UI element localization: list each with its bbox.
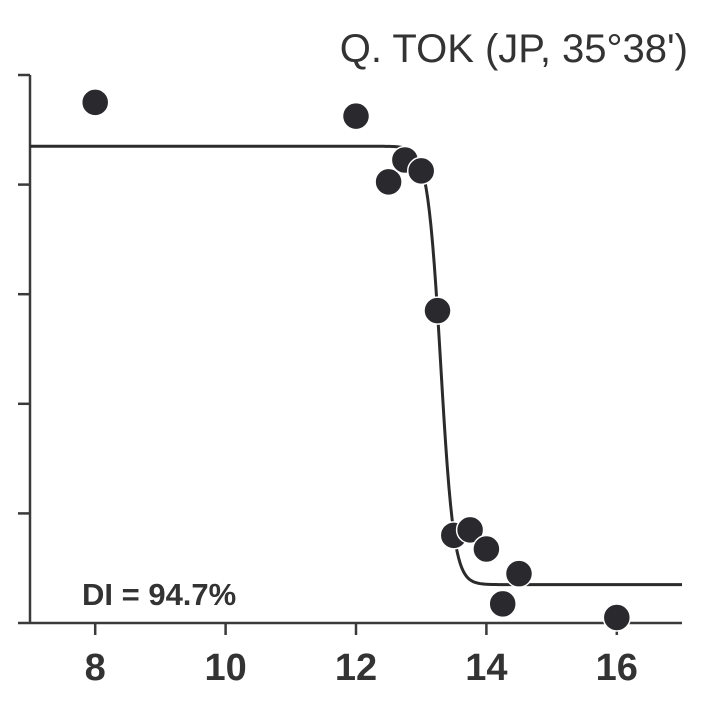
x-tick-label: 10	[204, 647, 246, 689]
data-point	[455, 515, 485, 545]
x-tick-label: 14	[465, 647, 507, 689]
data-points	[80, 88, 632, 632]
data-point	[80, 88, 110, 117]
x-tick-label: 12	[335, 647, 377, 689]
data-point	[374, 167, 403, 197]
data-point	[406, 156, 436, 186]
x-tick-label: 8	[85, 647, 106, 689]
data-point	[488, 589, 517, 619]
data-point	[341, 101, 371, 131]
x-tick-labels: 8 10 12 14 16	[85, 647, 638, 689]
data-point	[472, 534, 501, 564]
di-annotation: DI = 94.7%	[82, 577, 236, 612]
data-point	[504, 559, 534, 588]
axes	[18, 73, 682, 635]
chart-title: Q. TOK (JP, 35°38')	[340, 27, 688, 71]
data-point	[423, 296, 452, 325]
x-tick-label: 16	[596, 647, 638, 689]
data-point	[602, 603, 632, 632]
fit-curve	[30, 144, 682, 587]
